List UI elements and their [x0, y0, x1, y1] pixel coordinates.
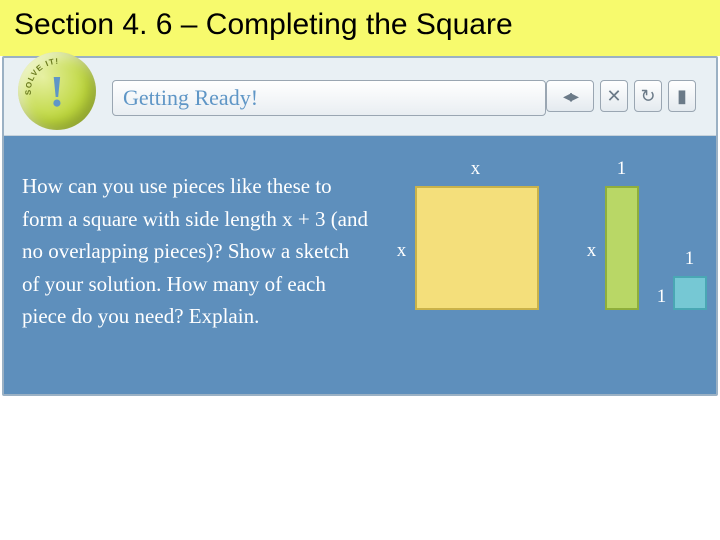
section-title: Section 4. 6 – Completing the Square: [14, 8, 513, 41]
ready-title: Getting Ready!: [123, 85, 258, 111]
large-tile-top-label: x: [471, 158, 481, 180]
panel-body: How can you use pieces like these to for…: [4, 136, 716, 394]
section-title-bar: Section 4. 6 – Completing the Square: [0, 0, 720, 56]
nav-arrows-button[interactable]: ◂▸: [546, 80, 594, 112]
tiles-diagram: x x 1 x 1 1: [395, 164, 698, 376]
close-button[interactable]: ✕: [600, 80, 628, 112]
lock-button[interactable]: ▮: [668, 80, 696, 112]
solve-it-badge: SOLVE IT! !: [18, 52, 96, 130]
rect-tile-top-label: 1: [617, 158, 627, 180]
small-tile-left-label: 1: [657, 286, 667, 308]
rect-tile-left-label: x: [587, 240, 597, 262]
activity-panel: SOLVE IT! ! Getting Ready! ◂▸ ✕ ↻ ▮ How …: [2, 56, 718, 396]
refresh-button[interactable]: ↻: [634, 80, 662, 112]
page-root: Section 4. 6 – Completing the Square SOL…: [0, 0, 720, 540]
question-text: How can you use pieces like these to for…: [22, 164, 377, 376]
header-controls: ◂▸ ✕ ↻ ▮: [546, 80, 696, 116]
slide-area: SOLVE IT! ! Getting Ready! ◂▸ ✕ ↻ ▮ How …: [0, 56, 720, 540]
rect-tile: [605, 186, 639, 310]
small-square-tile: [673, 276, 707, 310]
panel-header: SOLVE IT! ! Getting Ready! ◂▸ ✕ ↻ ▮: [4, 58, 716, 136]
large-tile-left-label: x: [397, 240, 407, 262]
large-square-tile: [415, 186, 539, 310]
badge-arc-text: SOLVE IT!: [18, 52, 96, 130]
small-tile-top-label: 1: [685, 248, 695, 270]
ready-title-field: Getting Ready!: [112, 80, 546, 116]
svg-text:SOLVE IT!: SOLVE IT!: [24, 57, 60, 95]
